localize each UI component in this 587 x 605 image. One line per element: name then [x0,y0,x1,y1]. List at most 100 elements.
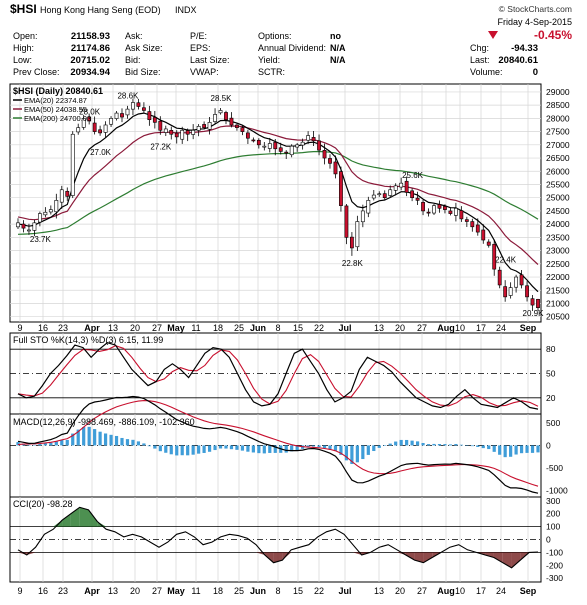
candle-body [59,189,64,203]
candle-body [240,127,245,132]
macd-hist-bar [498,445,502,455]
cci-negative-fill [485,552,494,558]
x-tick-label: 20 [395,323,405,333]
sto-y-tick-label: 80 [546,344,556,354]
macd-hist-bar [158,445,162,452]
macd-hist-bar [415,441,420,446]
candle-body [224,112,228,120]
candle-body [464,219,469,222]
price-y-tick-label: 21500 [546,285,570,295]
candle-body [54,200,59,213]
cci-y-tick-label: -300 [546,573,563,583]
macd-hist-bar [207,445,212,452]
x-tick-label: 27 [152,586,162,596]
cci-panel: 300 200 100 0 -100 -200 -300 CCI(20) -98.28 [9,496,563,583]
x-tick-label: 15 [293,323,303,333]
candle-body [432,205,436,214]
cci-positive-fill [97,521,107,527]
price-y-tick-label: 24500 [546,206,570,216]
price-panel-frame [9,83,542,323]
x-tick-label: Sep [520,323,537,333]
x-tick-label: 17 [476,323,486,333]
candle-body [180,129,185,140]
price-y-tick-label: 21000 [546,298,570,308]
price-y-tick-label: 22000 [546,272,570,282]
macd-hist-bar [186,445,190,456]
x-tick-label: 20 [130,586,140,596]
cci-positive-fill [62,513,71,527]
macd-y-tick-label: -1000 [546,485,568,495]
macd-hist-bar [235,445,239,450]
candle-body [76,127,81,133]
ema50-line [17,125,539,265]
book-label: Ask: [125,31,143,41]
sto-panel-title: Full STO %K(14,3) %D(3) 6.15, 11.99 [13,335,163,345]
x-tick-label: 22 [314,323,324,333]
candle-body [415,197,420,201]
candle-body [235,124,239,128]
macd-panel: 500 0 -500 -1000 MACD(12,26,9) -988.469, -8… [9,395,568,498]
cci-negative-fill [396,552,406,555]
candle-body [65,190,70,197]
x-tick-label: 13 [108,323,118,333]
candle-body [289,145,294,156]
macd-hist-bar [218,445,223,449]
candle-body [191,129,196,135]
cci-negative-fill [511,552,521,568]
ema200-line [17,150,539,235]
candle-body [404,180,409,193]
macd-hist-bar [169,445,173,455]
candle-body [158,120,163,131]
candle-body [503,286,508,298]
candle-body [393,185,398,191]
macd-hist-bar [290,445,294,452]
price-annotation: 23.7K [30,235,52,244]
candle-body [278,147,283,152]
candle-body [470,221,475,228]
candle-body [120,113,124,118]
quote-value: 20715.02 [70,55,110,66]
x-tick-label: 16 [38,586,48,596]
macd-hist-bar [262,445,266,454]
candle-body [245,132,250,139]
macd-hist-bar [372,445,376,452]
x-tick-label: 17 [476,586,486,596]
macd-hist-bar [229,445,234,450]
price-y-tick-label: 26500 [546,153,570,163]
price-annotation: 22.8K [342,259,364,268]
price-grid [10,84,541,322]
macd-hist-bar [54,441,58,446]
candle-body [333,161,338,175]
macd-hist-bar [93,429,97,446]
candle-body [262,145,267,148]
legend-entry: EMA(200) 24700.03 [24,114,91,123]
candle-body [141,107,146,111]
candle-body [459,210,464,220]
x-axis-price: 9 16 23 Apr 13 20 27 May 11 18 25 Jun 8 15 22 Jul 13 20 27… [17,323,536,333]
macd-hist-bar [421,442,425,446]
macd-hist-bar [65,439,69,446]
candle-body [256,139,261,146]
sto-k-line [17,342,539,410]
candle-body [525,285,529,298]
cci-y-axis: 300 200 100 0 -100 -200 -300 [546,496,563,583]
macd-hist-bar [213,445,217,451]
ratio-label: P/E: [190,31,207,41]
candle-body [306,135,311,141]
macd-hist-bar [322,445,327,449]
candle-body [388,189,393,196]
macd-panel-frame [9,413,542,498]
macd-hist-bar [147,445,151,447]
x-tick-label: 20 [395,586,405,596]
macd-grid [10,414,541,497]
macd-hist-bar [536,445,540,453]
candle-body [98,129,103,134]
candle-body [185,130,190,135]
candle-body [207,122,212,130]
price-y-tick-label: 24000 [546,219,570,229]
extra-label: Annual Dividend: [258,43,326,53]
extra-label: SCTR: [258,67,285,77]
quote-value: 21158.93 [71,31,110,42]
